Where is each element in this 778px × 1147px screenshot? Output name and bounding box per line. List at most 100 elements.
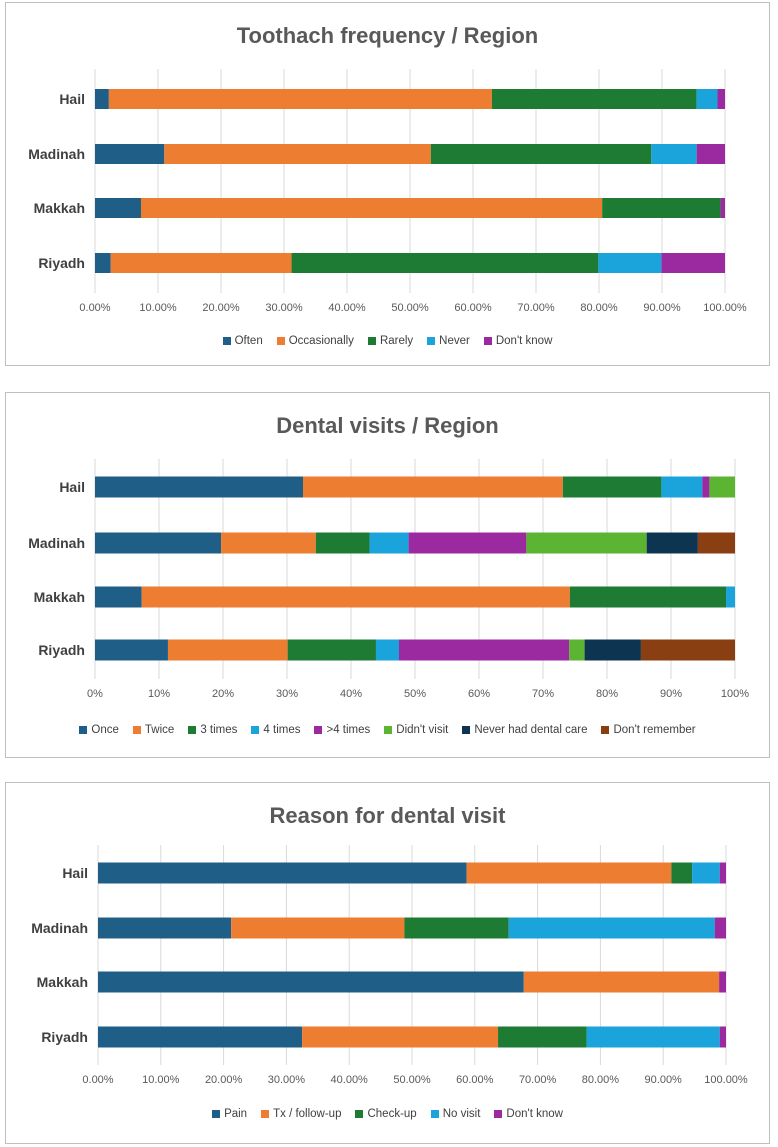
bar-don-t-know bbox=[719, 862, 726, 884]
x-tick-label: 50% bbox=[404, 688, 426, 700]
category-label: Makkah bbox=[37, 974, 88, 990]
legend-swatch bbox=[222, 337, 231, 345]
bar-twice bbox=[167, 639, 288, 661]
bar-pain bbox=[98, 917, 232, 939]
bar-twice bbox=[141, 586, 570, 608]
bar-occasionally bbox=[110, 253, 292, 273]
category-label: Madinah bbox=[28, 146, 85, 162]
legend-label: Rarely bbox=[379, 335, 414, 347]
legend: Often Occasionally Rarely Never Don't know bbox=[6, 335, 769, 347]
bar-twice bbox=[303, 476, 563, 498]
legend-item: Never had dental care bbox=[462, 724, 587, 736]
legend-label: 3 times bbox=[200, 724, 238, 736]
legend-swatch bbox=[427, 337, 436, 345]
reason-for-visit-chart: Reason for dental visit 0.00% 10.00% 20.00… bbox=[5, 782, 770, 1144]
bar-didn-t-visit bbox=[526, 532, 647, 554]
bar-often bbox=[95, 89, 109, 109]
legend: Pain Tx / follow-up Check-up No visit Don't … bbox=[6, 1108, 769, 1120]
bar-don-t-remember bbox=[697, 532, 735, 554]
legend-label: Don't know bbox=[506, 1108, 563, 1120]
chart-title: Reason for dental visit bbox=[269, 803, 506, 828]
bar-don-t-remember bbox=[640, 639, 735, 661]
bar-tx-follow-up bbox=[231, 917, 405, 939]
bar-3-times bbox=[569, 586, 727, 608]
category-label: Makkah bbox=[34, 200, 85, 216]
bar-don-t-know bbox=[661, 253, 725, 273]
legend-swatch bbox=[212, 1110, 221, 1118]
legend-item: Don't remember bbox=[601, 724, 696, 736]
bar-pain bbox=[98, 971, 524, 993]
bar-4-times bbox=[726, 586, 735, 608]
dental-visits-chart: Dental visits / Region 0% 10% 20% 30% 40% 50%… bbox=[5, 392, 770, 758]
x-tick-label: 70% bbox=[532, 688, 554, 700]
bar-3-times bbox=[562, 476, 662, 498]
bar-check-up bbox=[404, 917, 509, 939]
chart-title: Dental visits / Region bbox=[276, 413, 499, 438]
legend-swatch bbox=[79, 726, 88, 734]
bar-didn-t-visit bbox=[569, 639, 585, 661]
x-tick-label: 30% bbox=[276, 688, 298, 700]
bar-no-visit bbox=[586, 1026, 720, 1048]
bar-tx-follow-up bbox=[523, 971, 720, 993]
legend-item: Twice bbox=[132, 724, 174, 736]
legend-swatch bbox=[314, 726, 323, 734]
category-label: Riyadh bbox=[38, 255, 85, 271]
legend-swatch bbox=[483, 337, 492, 345]
bar-never bbox=[651, 144, 697, 164]
x-tick-label: 40.00% bbox=[328, 302, 366, 314]
bar-didn-t-visit bbox=[709, 476, 735, 498]
legend-swatch bbox=[276, 337, 285, 345]
legend-item: Don't know bbox=[483, 335, 553, 347]
plot-area: 0.00% 10.00% 20.00% 30.00% 40.00% 50.00% 60.00… bbox=[31, 845, 748, 1086]
legend-item: Never bbox=[427, 335, 470, 347]
bar-often bbox=[95, 198, 141, 218]
x-tick-label: 90% bbox=[660, 688, 682, 700]
x-tick-label: 100.00% bbox=[704, 1074, 748, 1086]
legend-label: Never bbox=[439, 335, 470, 347]
legend-label: Once bbox=[91, 724, 119, 736]
legend-item: 4 times bbox=[251, 724, 300, 736]
legend-label: Tx / follow-up bbox=[273, 1108, 342, 1120]
legend-item: Check-up bbox=[355, 1108, 417, 1120]
legend-swatch bbox=[355, 1110, 364, 1118]
x-tick-label: 0.00% bbox=[82, 1074, 113, 1086]
legend-item: 3 times bbox=[188, 724, 237, 736]
bar-tx-follow-up bbox=[302, 1026, 499, 1048]
bar-rarely bbox=[430, 144, 652, 164]
x-tick-label: 40.00% bbox=[331, 1074, 369, 1086]
chart-title: Toothach frequency / Region bbox=[236, 23, 539, 48]
x-tick-label: 0.00% bbox=[79, 302, 110, 314]
legend-item: Occasionally bbox=[276, 335, 354, 347]
bar-once bbox=[95, 586, 142, 608]
plot-area: 0.00% 10.00% 20.00% 30.00% 40.00% 50.00% 60.00… bbox=[28, 69, 747, 314]
x-tick-label: 60.00% bbox=[456, 1074, 494, 1086]
x-tick-label: 90.00% bbox=[643, 302, 681, 314]
bar-4-times bbox=[408, 532, 527, 554]
legend-item: Often bbox=[222, 335, 263, 347]
bar-don-t-know bbox=[717, 89, 725, 109]
legend-label: No visit bbox=[442, 1108, 481, 1120]
bar-pain bbox=[98, 1026, 303, 1048]
bar-never bbox=[598, 253, 662, 273]
category-label: Madinah bbox=[31, 920, 88, 936]
bar-never-had-dental-care bbox=[646, 532, 698, 554]
legend-swatch bbox=[430, 1110, 439, 1118]
category-label: Hail bbox=[59, 479, 85, 495]
legend-swatch bbox=[601, 726, 610, 734]
bar-check-up bbox=[671, 862, 693, 884]
bar-don-t-know bbox=[720, 198, 725, 218]
bar-rarely bbox=[491, 89, 697, 109]
x-tick-label: 100% bbox=[721, 688, 749, 700]
legend-label: Don't know bbox=[495, 335, 553, 347]
legend-label: Often bbox=[234, 335, 263, 347]
legend-item: Tx / follow-up bbox=[261, 1108, 341, 1120]
bar-4-times bbox=[661, 476, 703, 498]
bar-never-had-dental-care bbox=[584, 639, 641, 661]
x-tick-label: 30.00% bbox=[265, 302, 303, 314]
x-tick-label: 0% bbox=[87, 688, 103, 700]
x-tick-label: 20.00% bbox=[205, 1074, 243, 1086]
bar-occasionally bbox=[164, 144, 431, 164]
category-label: Riyadh bbox=[41, 1029, 88, 1045]
bar-don-t-know bbox=[719, 971, 726, 993]
bar-rarely bbox=[291, 253, 599, 273]
